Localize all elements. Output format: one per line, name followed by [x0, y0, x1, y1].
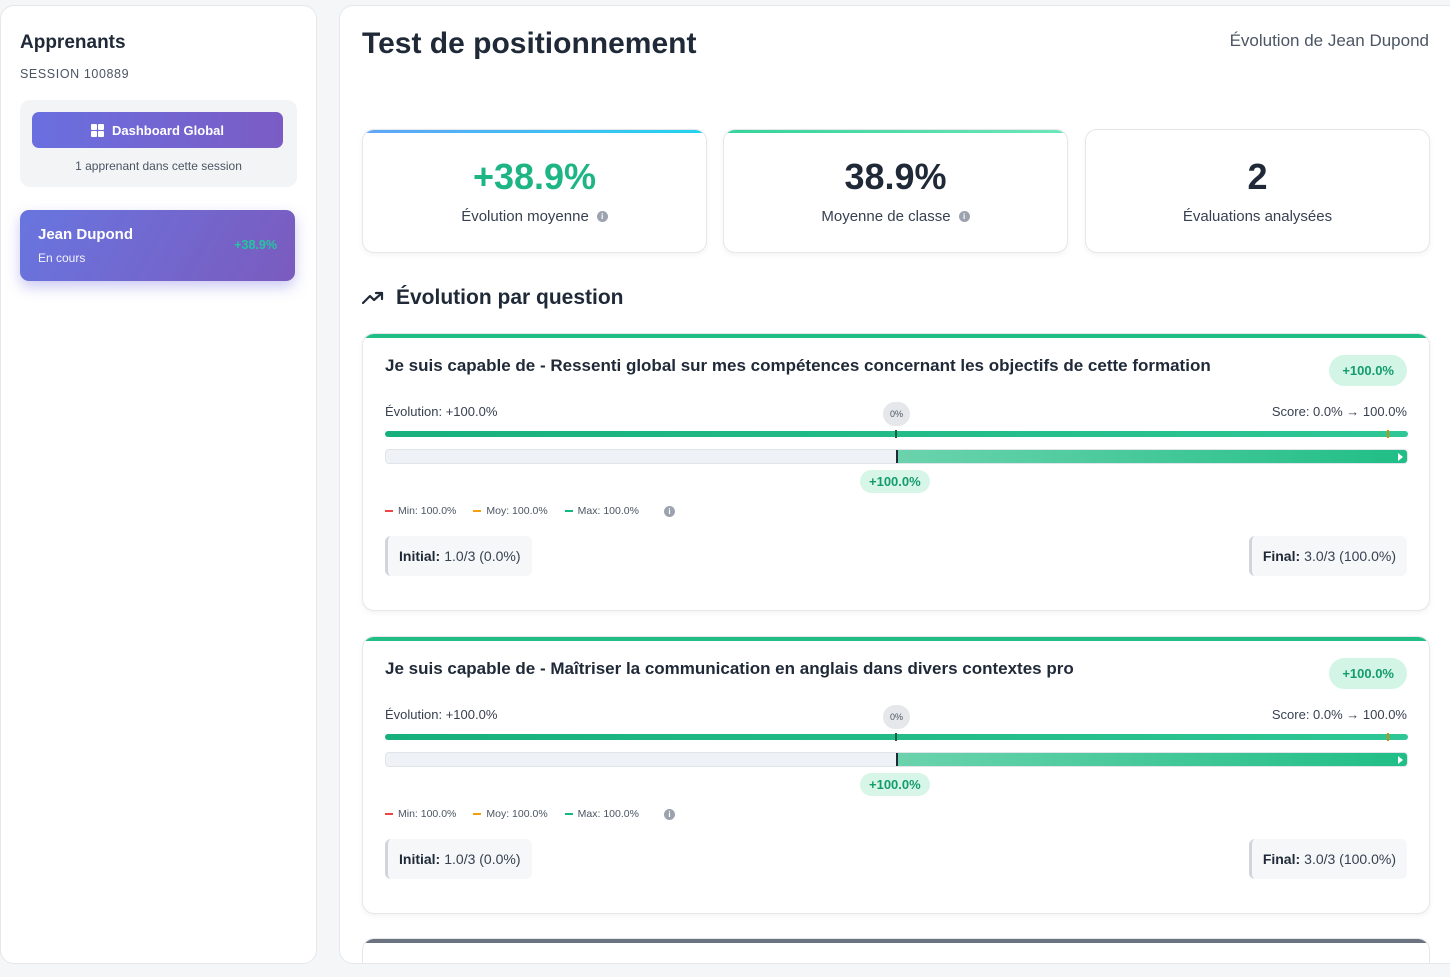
legend-min: Min: 100.0% — [385, 808, 456, 820]
legend-avg-marker — [473, 510, 481, 512]
info-icon[interactable]: i — [597, 211, 608, 222]
legend-avg: Moy: 100.0% — [473, 808, 547, 820]
legend-max: Max: 100.0% — [565, 505, 639, 517]
legend: Min: 100.0% Moy: 100.0% Max: 100.0% i — [385, 505, 675, 517]
stat-card-evaluations: 2 Évaluations analysées — [1085, 129, 1430, 253]
initial-value: 1.0/3 (0.0%) — [444, 851, 520, 867]
range-tick-end — [1387, 733, 1389, 741]
stat-card-class-average: 38.9% Moyenne de classe i — [723, 129, 1068, 253]
final-value: 3.0/3 (100.0%) — [1304, 548, 1396, 564]
stat-label-row: Moyenne de classe i — [724, 208, 1067, 225]
legend-avg-marker — [473, 813, 481, 815]
evolution-track — [385, 449, 1408, 464]
evolution-fill — [897, 753, 1407, 766]
range-tick-mid — [895, 733, 897, 741]
legend-avg: Moy: 100.0% — [473, 505, 547, 517]
trending-up-icon — [362, 291, 384, 305]
stat-accent-bar — [724, 130, 1067, 133]
evolution-badge: +100.0% — [1329, 658, 1407, 689]
evolution-track — [385, 752, 1408, 767]
range-tick-mid — [895, 430, 897, 438]
stat-value: +38.9% — [363, 156, 706, 198]
info-icon[interactable]: i — [664, 809, 675, 820]
learner-status: En cours — [38, 251, 277, 265]
learners-sidebar: Apprenants SESSION 100889 Dashboard Glob… — [0, 5, 317, 964]
score-text: Score: 0.0% → 100.0% — [1272, 707, 1407, 722]
stat-label: Moyenne de classe — [821, 208, 950, 225]
stat-label-row: Évaluations analysées — [1086, 208, 1429, 225]
legend: Min: 100.0% Moy: 100.0% Max: 100.0% i — [385, 808, 675, 820]
initial-label: Initial: — [399, 548, 440, 564]
page-subtitle: Évolution de Jean Dupond — [1230, 31, 1429, 51]
track-zero-line — [896, 449, 898, 464]
dashboard-icon — [91, 124, 104, 137]
question-card: Je suis capable de - Maîtriser la commun… — [362, 636, 1430, 914]
score-text: Score: 0.0% → 100.0% — [1272, 404, 1407, 419]
question-card — [362, 938, 1430, 964]
legend-min-label: Min: 100.0% — [398, 808, 456, 820]
stat-card-evolution: +38.9% Évolution moyenne i — [362, 129, 707, 253]
section-title: Évolution par question — [362, 286, 624, 310]
legend-min-marker — [385, 813, 393, 815]
arrow-right-icon — [1398, 756, 1403, 764]
evolution-badge: +100.0% — [1329, 355, 1407, 386]
initial-score: Initial: 1.0/3 (0.0%) — [385, 839, 532, 879]
legend-max-marker — [565, 510, 573, 512]
learner-score: +38.9% — [234, 238, 277, 252]
final-score: Final: 3.0/3 (100.0%) — [1249, 839, 1407, 879]
legend-max: Max: 100.0% — [565, 808, 639, 820]
range-bar — [385, 734, 1408, 740]
stat-value: 38.9% — [724, 156, 1067, 198]
track-zero-line — [896, 752, 898, 767]
legend-avg-label: Moy: 100.0% — [486, 505, 547, 517]
zero-marker: 0% — [883, 705, 910, 729]
legend-min-label: Min: 100.0% — [398, 505, 456, 517]
final-label: Final: — [1263, 548, 1300, 564]
question-title: Je suis capable de - Ressenti global sur… — [385, 356, 1211, 376]
evolution-text: Évolution: +100.0% — [385, 707, 497, 722]
delta-label: +100.0% — [860, 470, 930, 493]
range-tick-end — [1387, 430, 1389, 438]
info-icon[interactable]: i — [664, 506, 675, 517]
legend-min-marker — [385, 510, 393, 512]
main-panel: Test de positionnement Évolution de Jean… — [339, 5, 1450, 964]
stat-accent-bar — [363, 130, 706, 133]
question-card: Je suis capable de - Ressenti global sur… — [362, 333, 1430, 611]
range-bar — [385, 431, 1408, 437]
initial-score: Initial: 1.0/3 (0.0%) — [385, 536, 532, 576]
card-accent-bar — [363, 637, 1429, 641]
legend-min: Min: 100.0% — [385, 505, 456, 517]
dashboard-box: Dashboard Global 1 apprenant dans cette … — [20, 100, 297, 187]
learner-item[interactable]: Jean Dupond En cours +38.9% — [20, 210, 295, 281]
sidebar-title: Apprenants — [20, 32, 297, 54]
question-title: Je suis capable de - Maîtriser la commun… — [385, 659, 1074, 679]
card-accent-bar — [363, 334, 1429, 338]
final-label: Final: — [1263, 851, 1300, 867]
initial-value: 1.0/3 (0.0%) — [444, 548, 520, 564]
legend-avg-label: Moy: 100.0% — [486, 808, 547, 820]
learner-count: 1 apprenant dans cette session — [32, 159, 285, 173]
evolution-fill — [897, 450, 1407, 463]
legend-max-label: Max: 100.0% — [578, 505, 639, 517]
card-accent-bar — [363, 939, 1429, 943]
stat-label: Évaluations analysées — [1183, 208, 1332, 225]
zero-marker: 0% — [883, 402, 910, 426]
stat-value: 2 — [1086, 156, 1429, 198]
page-title: Test de positionnement — [362, 27, 696, 61]
stat-label-row: Évolution moyenne i — [363, 208, 706, 225]
delta-label: +100.0% — [860, 773, 930, 796]
final-value: 3.0/3 (100.0%) — [1304, 851, 1396, 867]
final-score: Final: 3.0/3 (100.0%) — [1249, 536, 1407, 576]
legend-max-marker — [565, 813, 573, 815]
evolution-text: Évolution: +100.0% — [385, 404, 497, 419]
dashboard-button-label: Dashboard Global — [112, 123, 224, 138]
initial-label: Initial: — [399, 851, 440, 867]
info-icon[interactable]: i — [959, 211, 970, 222]
arrow-right-icon — [1398, 453, 1403, 461]
section-title-text: Évolution par question — [396, 286, 624, 310]
legend-max-label: Max: 100.0% — [578, 808, 639, 820]
stat-label: Évolution moyenne — [461, 208, 589, 225]
dashboard-global-button[interactable]: Dashboard Global — [32, 112, 283, 148]
session-id: SESSION 100889 — [20, 67, 297, 81]
